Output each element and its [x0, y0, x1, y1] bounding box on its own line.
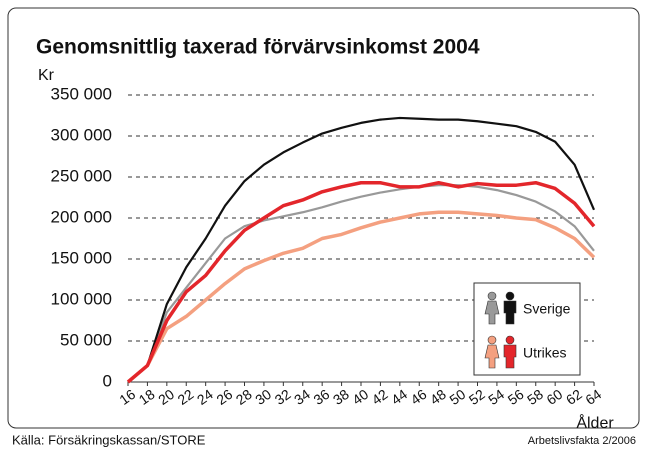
y-axis-label: Kr [38, 67, 55, 84]
x-tick-label: 34 [291, 386, 313, 408]
y-tick-label: 300 000 [51, 125, 112, 144]
x-axis-label: Ålder [576, 413, 614, 432]
icon-head [505, 291, 515, 301]
icon-body [484, 344, 500, 369]
x-tick-label: 24 [194, 386, 216, 408]
x-tick-label: 54 [485, 386, 507, 408]
legend-label: Utrikes [523, 345, 567, 361]
x-tick-label: 64 [582, 386, 604, 408]
y-tick-label: 50 000 [60, 330, 112, 349]
x-tick-label: 32 [272, 386, 294, 408]
x-tick-label: 62 [563, 386, 585, 408]
frame [7, 7, 640, 429]
x-tick-label: 26 [213, 386, 235, 408]
x-tick-label: 50 [446, 386, 468, 408]
note: Arbetslivsfakta 2/2006 [528, 435, 636, 447]
icon-head [487, 335, 497, 345]
x-tick-label: 30 [252, 386, 274, 408]
x-tick-label: 52 [466, 386, 488, 408]
x-tick-label: 40 [349, 386, 371, 408]
x-tick-label: 60 [543, 386, 565, 408]
y-tick-label: 150 000 [51, 248, 112, 267]
icon-body [484, 300, 500, 325]
icon-head [487, 291, 497, 301]
legend-label: Sverige [523, 301, 571, 317]
icon-body [503, 344, 517, 369]
x-tick-label: 20 [155, 386, 177, 408]
x-tick-label: 46 [408, 386, 430, 408]
legend-item: Utrikes [484, 335, 567, 369]
series-line [126, 180, 596, 384]
y-tick-label: 0 [103, 371, 112, 390]
x-tick-label: 28 [233, 386, 255, 408]
chart-title: Genomsnittlig taxerad förvärvsinkomst 20… [36, 36, 480, 59]
icon-head [505, 335, 515, 345]
x-tick-label: 42 [369, 386, 391, 408]
x-tick-label: 58 [524, 386, 546, 408]
x-tick-label: 44 [388, 386, 410, 408]
icon-body [503, 300, 517, 325]
source: Källa: Försäkringskassan/STORE [12, 432, 206, 447]
x-tick-label: 36 [310, 386, 332, 408]
y-tick-label: 100 000 [51, 289, 112, 308]
x-tick-label: 22 [175, 386, 197, 408]
series-line [127, 184, 595, 383]
legend-item: Sverige [484, 291, 571, 325]
x-tick-label: 16 [116, 386, 138, 408]
y-tick-label: 350 000 [51, 84, 112, 103]
y-tick-label: 200 000 [51, 207, 112, 226]
x-tick-label: 18 [136, 386, 158, 408]
y-tick-label: 250 000 [51, 166, 112, 185]
series-line [127, 116, 596, 383]
series-line [126, 210, 596, 384]
x-tick-label: 38 [330, 386, 352, 408]
x-tick-label: 48 [427, 386, 449, 408]
x-tick-label: 56 [505, 386, 527, 408]
